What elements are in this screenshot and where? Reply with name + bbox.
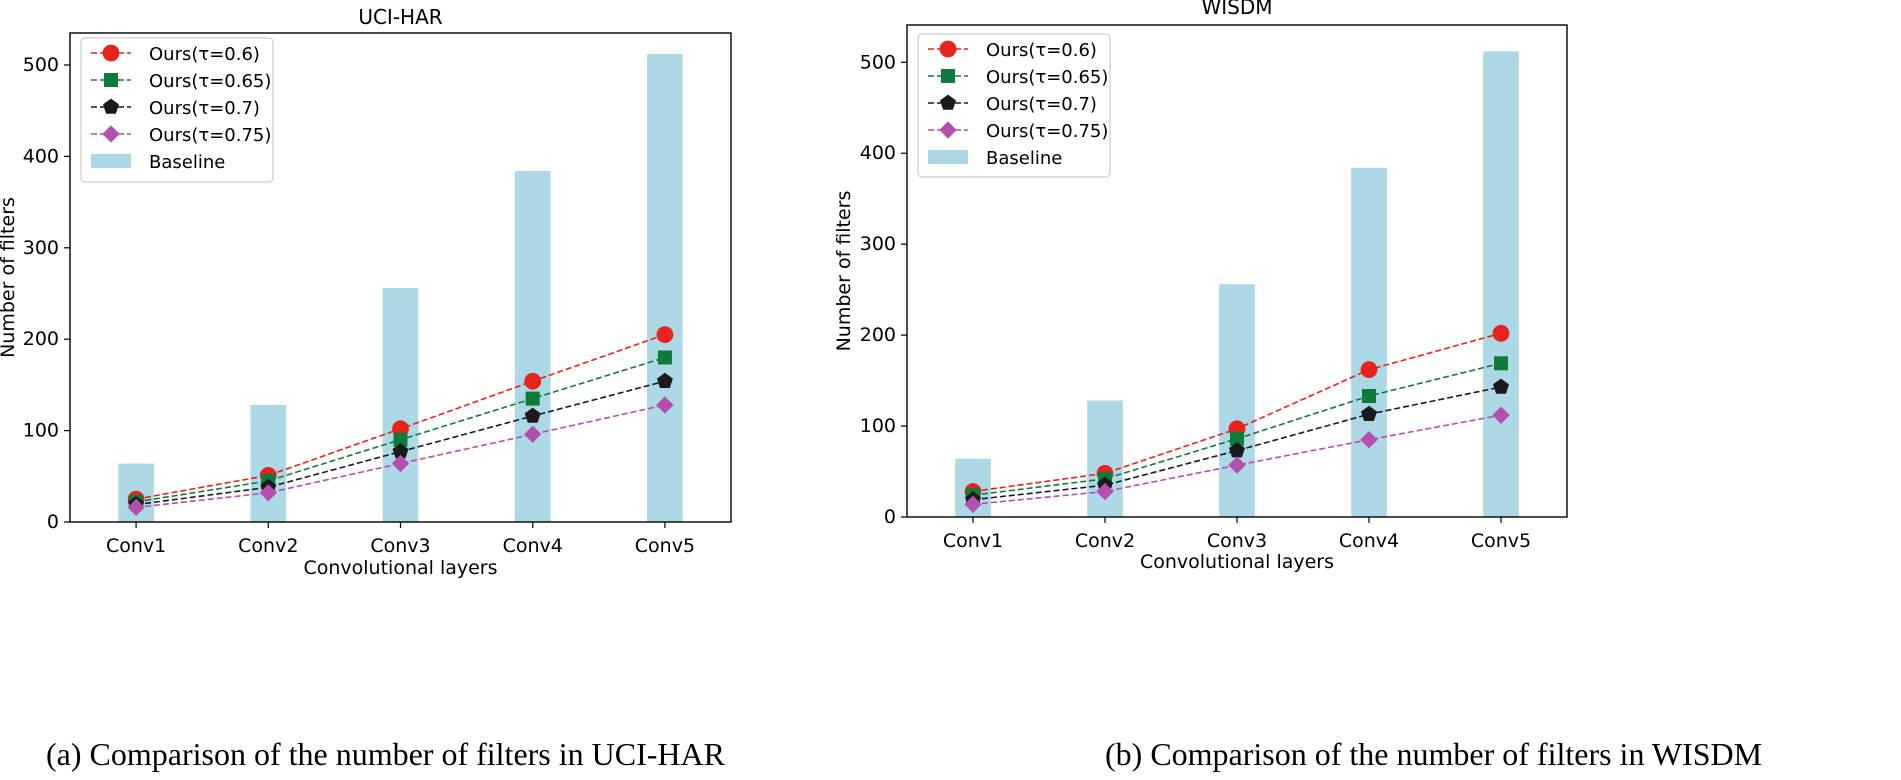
series-ours-3 <box>964 406 1510 513</box>
legend-label-2: Ours(τ=0.7) <box>149 98 260 119</box>
x-tick-label: Conv4 <box>503 535 563 557</box>
x-tick-label: Conv4 <box>1339 530 1399 552</box>
legend: Ours(τ=0.6) Ours(τ=0.65) Ours(τ=0.7) Ours(τ… <box>917 33 1111 178</box>
x-tick-label: Conv1 <box>106 535 166 557</box>
chart-title: WISDM <box>1201 0 1272 19</box>
legend-marker-0 <box>939 40 957 58</box>
bar-baseline-conv2 <box>250 405 287 522</box>
point-ours-3-conv1 <box>127 498 145 517</box>
bar-baseline-conv4 <box>514 171 551 522</box>
x-tick-label: Conv2 <box>1075 530 1135 552</box>
y-tick-label: 500 <box>23 54 59 76</box>
y-axis-label: Number of filters <box>833 191 855 352</box>
point-ours-3-conv2 <box>259 484 277 502</box>
point-ours-1-conv5 <box>1494 356 1508 371</box>
caption-a: (a) Comparison of the number of filters … <box>46 736 725 772</box>
y-tick-label: 300 <box>23 237 59 259</box>
legend-label-1: Ours(τ=0.65) <box>149 71 271 92</box>
x-tick-label: Conv3 <box>1207 530 1267 552</box>
legend: Ours(τ=0.6) Ours(τ=0.65) Ours(τ=0.7) Ours(τ… <box>80 37 274 183</box>
point-ours-0-conv4 <box>1360 361 1378 379</box>
point-ours-0-conv4 <box>524 372 542 390</box>
point-ours-1-conv4 <box>525 391 540 406</box>
y-tick-label: 100 <box>23 420 59 442</box>
legend-label-0: Ours(τ=0.6) <box>149 44 260 65</box>
point-ours-0-conv5 <box>656 326 674 344</box>
y-tick-label: 200 <box>23 328 59 350</box>
chart-title: UCI-HAR <box>358 5 442 29</box>
x-axis-label: Convolutional layers <box>1140 551 1334 573</box>
caption-b: (b) Comparison of the number of filters … <box>1105 736 1763 772</box>
x-axis-label: Convolutional layers <box>303 557 497 579</box>
bar-baseline-conv3 <box>382 288 419 522</box>
y-tick-label: 500 <box>860 51 896 73</box>
point-ours-3-conv3 <box>391 454 410 473</box>
legend-marker-0 <box>102 44 120 62</box>
point-ours-2-conv3 <box>392 443 409 459</box>
x-tick-label: Conv5 <box>635 535 695 557</box>
line-ours-2 <box>972 386 1502 501</box>
legend-label-4: Baseline <box>986 148 1062 169</box>
bar-baseline-conv4 <box>1351 167 1387 517</box>
legend-label-4: Baseline <box>149 152 225 173</box>
point-ours-3-conv3 <box>1228 456 1246 474</box>
legend-swatch-baseline <box>91 154 131 168</box>
point-ours-1-conv5 <box>657 350 672 365</box>
point-ours-2-conv5 <box>656 372 673 388</box>
series-ours-3 <box>127 396 674 517</box>
legend-marker-1 <box>104 73 118 87</box>
legend-marker-1 <box>941 69 955 83</box>
bar-baseline-conv5 <box>647 54 683 522</box>
point-ours-2-conv3 <box>1229 442 1245 458</box>
x-tick-label: Conv2 <box>238 535 298 557</box>
line-ours-3 <box>972 414 1502 506</box>
legend-marker-2 <box>103 98 119 114</box>
legend-marker-2 <box>940 94 956 110</box>
point-ours-3-conv4 <box>1360 431 1378 449</box>
bar-baseline-conv3 <box>1219 284 1255 517</box>
point-ours-1-conv4 <box>1362 389 1376 404</box>
y-tick-label: 400 <box>23 145 59 167</box>
legend-marker-3 <box>102 125 120 143</box>
point-ours-0-conv5 <box>1492 324 1510 342</box>
legend-label-3: Ours(τ=0.75) <box>149 125 271 146</box>
legend-label-3: Ours(τ=0.75) <box>986 121 1108 142</box>
point-ours-3-conv1 <box>964 495 982 513</box>
y-tick-label: 300 <box>860 233 896 255</box>
chart-uci-har: 0 100 200 300 400 500 Conv1 Conv2 Conv3 Conv4 Conv… <box>0 5 732 579</box>
point-ours-1-conv3 <box>1230 431 1244 446</box>
y-axis-label: Number of filters <box>0 197 19 358</box>
y-tick-label: 100 <box>860 415 896 437</box>
y-tick-label: 0 <box>47 511 59 533</box>
x-tick-label: Conv3 <box>370 535 430 557</box>
point-ours-3-conv4 <box>524 425 542 443</box>
point-ours-3-conv2 <box>1096 482 1114 501</box>
point-ours-1-conv3 <box>393 432 408 447</box>
bar-baseline-conv5 <box>1483 51 1519 517</box>
baseline-bars <box>118 54 683 522</box>
legend-box <box>917 33 1111 178</box>
point-ours-2-conv4 <box>524 407 541 423</box>
legend-box <box>80 37 274 183</box>
legend-swatch-baseline <box>928 150 968 164</box>
legend-label-1: Ours(τ=0.65) <box>986 67 1108 88</box>
legend-label-0: Ours(τ=0.6) <box>986 40 1097 61</box>
point-ours-2-conv5 <box>1493 378 1509 394</box>
point-ours-3-conv5 <box>1492 406 1510 424</box>
x-tick-label: Conv5 <box>1471 530 1531 552</box>
point-ours-3-conv5 <box>656 396 674 414</box>
legend-label-2: Ours(τ=0.7) <box>986 94 1097 115</box>
legend-marker-3 <box>939 121 957 139</box>
y-tick-label: 400 <box>860 142 896 164</box>
baseline-bars <box>955 51 1519 517</box>
y-tick-label: 200 <box>860 324 896 346</box>
point-ours-2-conv4 <box>1361 405 1377 421</box>
x-tick-label: Conv1 <box>943 530 1003 552</box>
y-tick-label: 0 <box>884 506 896 528</box>
